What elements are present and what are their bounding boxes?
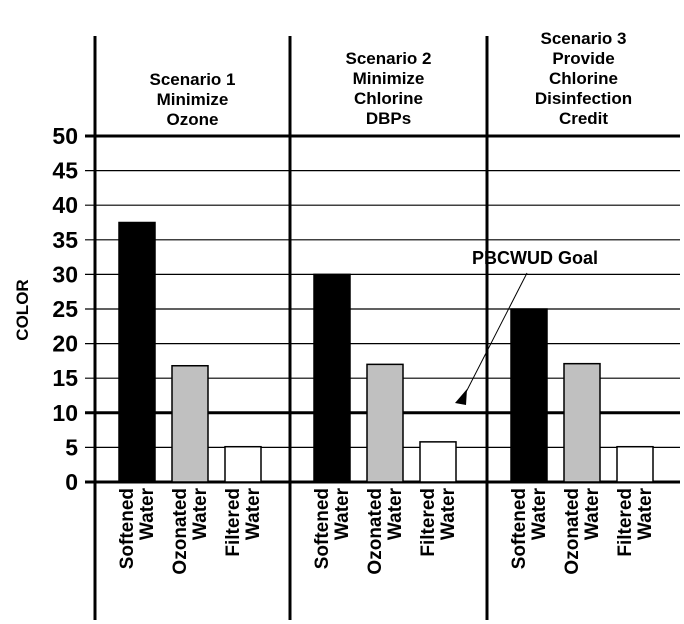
category-label-panel-1-ozonated: Ozonated Water xyxy=(170,487,211,574)
bar-panel-2-filtered xyxy=(419,441,457,483)
panel-3-title-line-2: Provide xyxy=(552,49,614,68)
category-label-panel-3-softened: Softened Water xyxy=(509,487,550,569)
y-tick-label-35: 35 xyxy=(52,227,78,253)
category-label-line-2: Water xyxy=(243,487,264,540)
panel-1-title-line-1: Scenario 1 xyxy=(150,70,236,89)
category-label-line-1: Ozonated xyxy=(170,488,191,575)
goal-arrowhead xyxy=(455,389,467,405)
y-tick-label-50: 50 xyxy=(52,123,78,149)
y-axis-label: COLOR xyxy=(13,279,32,340)
y-tick-label-40: 40 xyxy=(52,192,78,218)
category-label-line-1: Softened xyxy=(117,488,138,569)
panel-3-title-line-5: Credit xyxy=(559,109,608,128)
category-label-line-2: Water xyxy=(635,487,656,540)
category-label-panel-1-filtered: Filtered Water xyxy=(223,487,264,556)
category-label-panel-2-filtered: Filtered Water xyxy=(418,487,459,556)
bar-panel-3-ozonated xyxy=(563,362,601,483)
panel-3-title-line-3: Chlorine xyxy=(549,69,618,88)
panel-2-title-line-4: DBPs xyxy=(366,109,411,128)
category-label-line-2: Water xyxy=(332,487,353,540)
y-tick-label-25: 25 xyxy=(52,296,78,322)
category-label-line-1: Ozonated xyxy=(365,488,386,575)
category-label-line-2: Water xyxy=(438,487,459,540)
category-label-line-1: Ozonated xyxy=(562,488,583,575)
panel-1-title-line-3: Ozone xyxy=(167,110,219,129)
bar-panel-2-ozonated xyxy=(366,363,404,483)
category-label-line-2: Water xyxy=(190,487,211,540)
category-label-line-1: Filtered xyxy=(418,488,439,557)
goal-annotation-label: PBCWUD Goal xyxy=(472,248,598,268)
bar-panel-1-softened xyxy=(118,221,156,483)
category-label-line-1: Filtered xyxy=(223,488,244,557)
category-label-line-1: Softened xyxy=(509,488,530,569)
goal-pointer-line xyxy=(461,272,528,401)
y-tick-label-20: 20 xyxy=(52,331,78,357)
y-tick-label-45: 45 xyxy=(52,158,78,184)
bar-panel-1-ozonated xyxy=(171,364,209,483)
category-label-line-2: Water xyxy=(137,487,158,540)
panel-3-title-line-1: Scenario 3 xyxy=(541,29,627,48)
y-tick-label-10: 10 xyxy=(52,400,78,426)
bar-panel-1-filtered xyxy=(224,445,262,483)
category-label-panel-3-filtered: Filtered Water xyxy=(615,487,656,556)
category-label-line-2: Water xyxy=(385,487,406,540)
category-label-line-1: Filtered xyxy=(615,488,636,557)
category-label-panel-3-ozonated: Ozonated Water xyxy=(562,487,603,574)
y-tick-label-5: 5 xyxy=(65,434,78,460)
category-label-line-2: Water xyxy=(529,487,550,540)
bar-panel-3-softened xyxy=(510,308,548,483)
y-tick-label-15: 15 xyxy=(52,365,78,391)
category-label-line-2: Water xyxy=(582,487,603,540)
panel-2-title-line-1: Scenario 2 xyxy=(346,49,432,68)
y-tick-label-30: 30 xyxy=(52,261,78,287)
panel-2-title-line-3: Chlorine xyxy=(354,89,423,108)
category-label-panel-2-ozonated: Ozonated Water xyxy=(365,487,406,574)
bar-panel-2-softened xyxy=(313,273,351,483)
category-label-panel-1-softened: Softened Water xyxy=(117,487,158,569)
category-label-panel-2-softened: Softened Water xyxy=(312,487,353,569)
category-label-line-1: Softened xyxy=(312,488,333,569)
y-tick-label-0: 0 xyxy=(65,469,78,495)
bar-panel-3-filtered xyxy=(616,445,654,483)
panel-1-title-line-2: Minimize xyxy=(157,90,229,109)
panel-3-title-line-4: Disinfection xyxy=(535,89,632,108)
panel-2-title-line-2: Minimize xyxy=(353,69,425,88)
